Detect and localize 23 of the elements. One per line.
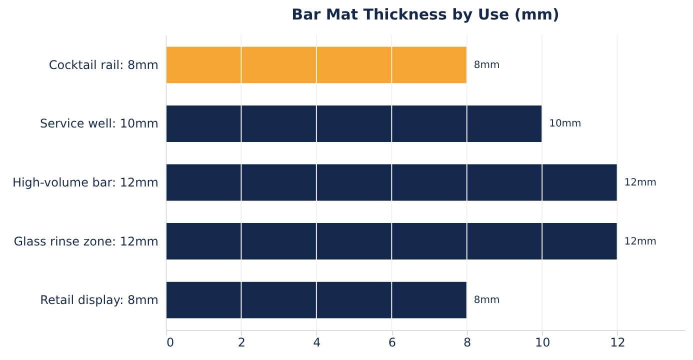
x-tick-label: 10 — [534, 336, 550, 350]
bar — [166, 106, 542, 142]
x-tick-label: 6 — [388, 336, 396, 350]
bar — [166, 46, 467, 84]
x-tick-label: 0 — [166, 336, 174, 350]
x-tick-label: 4 — [313, 336, 321, 350]
x-tick-label: 8 — [464, 336, 472, 350]
chart-title: Bar Mat Thickness by Use (mm) — [292, 6, 560, 24]
y-tick-label: Retail display: 8mm — [40, 293, 158, 308]
data-label: 8mm — [474, 60, 500, 71]
y-tick-label: Service well: 10mm — [40, 116, 158, 131]
bar — [166, 282, 467, 318]
data-label: 12mm — [624, 178, 657, 188]
x-tick-label: 2 — [238, 336, 246, 350]
y-tick-label: High-volume bar: 12mm — [12, 176, 158, 190]
data-label: 8mm — [474, 295, 500, 306]
data-label: 12mm — [624, 236, 657, 248]
data-label: 10mm — [549, 118, 582, 130]
bar — [166, 223, 618, 260]
y-tick-label: Cocktail rail: 8mm — [48, 58, 158, 72]
x-tick-label: 12 — [610, 336, 626, 350]
y-tick-label: Glass rinse zone: 12mm — [14, 234, 158, 248]
bar — [166, 164, 618, 201]
